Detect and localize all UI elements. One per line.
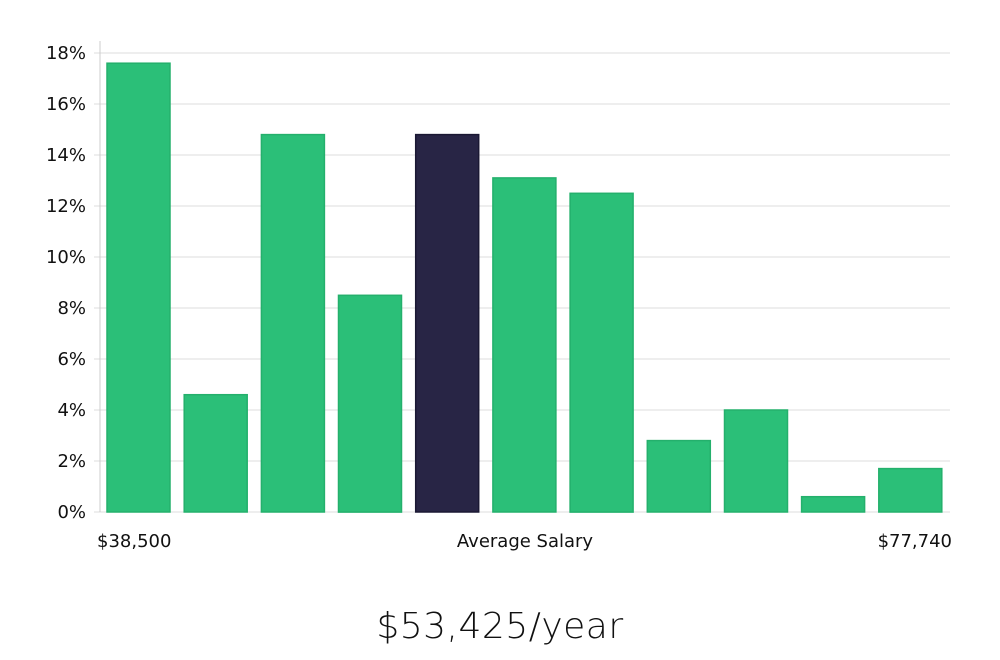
x-axis-title: Average Salary: [457, 531, 594, 552]
bar: [569, 192, 634, 513]
y-tick-label: 4%: [57, 400, 86, 421]
bars: [106, 62, 943, 513]
x-min-label: $38,500: [97, 531, 171, 552]
y-tick-label: 2%: [57, 451, 86, 472]
bar: [106, 62, 171, 513]
x-max-label: $77,740: [878, 531, 952, 552]
bar: [260, 133, 326, 513]
y-tick-label: 16%: [46, 94, 86, 115]
y-tick-label: 18%: [46, 43, 86, 64]
bar: [878, 467, 943, 513]
bar: [723, 409, 789, 513]
y-tick-label: 0%: [57, 502, 86, 523]
y-tick-label: 10%: [46, 247, 86, 268]
bar: [800, 495, 866, 513]
y-tick-label: 6%: [57, 349, 86, 370]
bar: [492, 177, 557, 513]
bar: [337, 294, 403, 513]
y-tick-labels: 0% 2% 4% 6% 8% 10% 12% 14% 16% 18%: [46, 43, 86, 523]
average-salary-value: $53,425/year: [376, 606, 624, 647]
y-tick-label: 8%: [57, 298, 86, 319]
y-tick-label: 12%: [46, 196, 86, 217]
bar: [646, 439, 712, 513]
bar-highlighted: [414, 133, 480, 513]
y-tick-label: 14%: [46, 145, 86, 166]
salary-histogram-chart: 0% 2% 4% 6% 8% 10% 12% 14% 16% 18% $38,500 Averag…: [46, 41, 952, 552]
bar: [183, 393, 248, 513]
